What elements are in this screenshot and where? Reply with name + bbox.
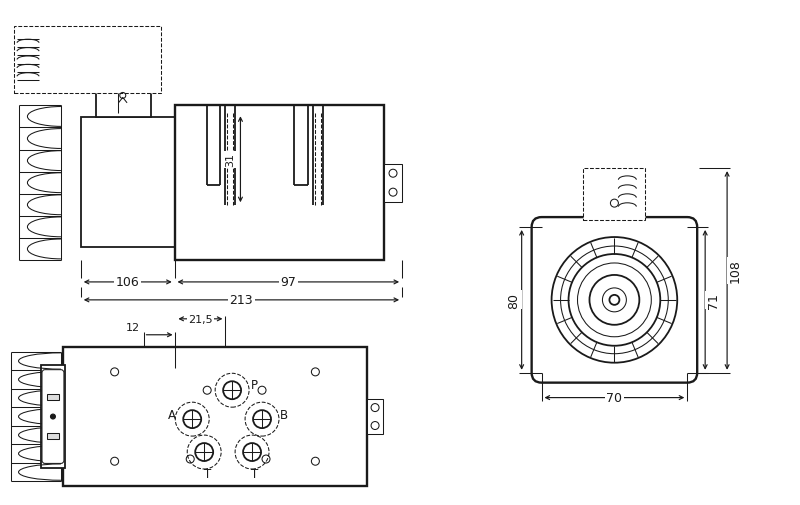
Text: 12: 12 bbox=[126, 322, 139, 332]
Bar bbox=[384, 165, 402, 202]
Bar bbox=[47, 433, 59, 439]
Circle shape bbox=[50, 414, 55, 419]
Bar bbox=[96, 76, 150, 118]
FancyBboxPatch shape bbox=[532, 218, 697, 383]
FancyBboxPatch shape bbox=[42, 370, 64, 464]
Bar bbox=[100, 76, 146, 86]
Text: 106: 106 bbox=[116, 276, 140, 289]
Text: 70: 70 bbox=[606, 391, 622, 405]
Bar bbox=[14, 27, 161, 94]
Bar bbox=[367, 399, 383, 435]
Text: B: B bbox=[280, 408, 288, 421]
Text: 31: 31 bbox=[226, 153, 235, 167]
Bar bbox=[63, 347, 367, 486]
Text: 71: 71 bbox=[706, 292, 720, 308]
Bar bbox=[41, 365, 65, 469]
Text: T: T bbox=[203, 468, 211, 481]
Bar bbox=[47, 394, 59, 400]
Bar bbox=[583, 169, 646, 221]
Bar bbox=[174, 106, 384, 261]
Text: 80: 80 bbox=[507, 292, 520, 308]
Text: T: T bbox=[251, 468, 258, 481]
Text: 97: 97 bbox=[280, 276, 296, 289]
Text: 213: 213 bbox=[230, 294, 254, 307]
Text: P: P bbox=[250, 378, 258, 391]
Text: A: A bbox=[168, 408, 176, 421]
Bar bbox=[595, 193, 634, 218]
Text: 21,5: 21,5 bbox=[188, 314, 213, 324]
Bar bbox=[81, 118, 176, 247]
Text: 108: 108 bbox=[729, 259, 742, 283]
